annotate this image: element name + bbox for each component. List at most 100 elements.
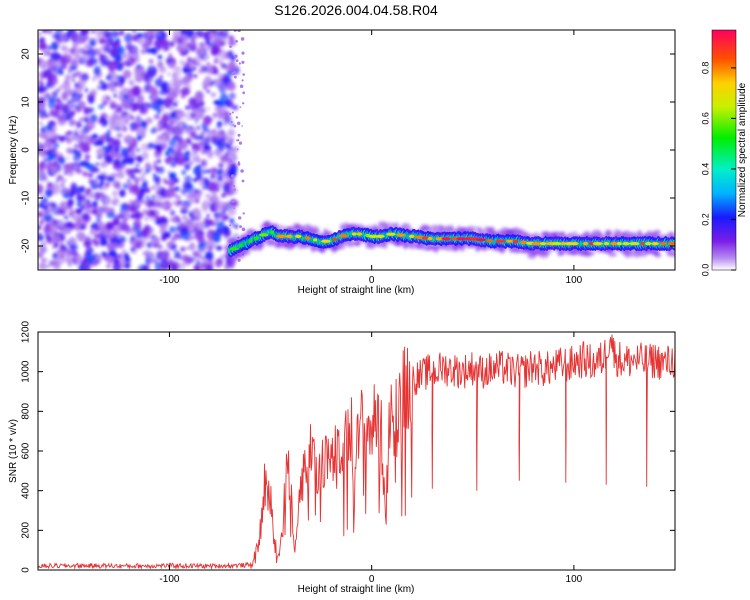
noise-speck (238, 141, 243, 145)
noise-speck (233, 207, 236, 209)
noise-blob (96, 148, 105, 156)
noise-blob (194, 55, 202, 65)
noise-blob (133, 213, 141, 219)
noise-blob (229, 218, 235, 224)
noise-blob (118, 189, 126, 198)
noise-blob (43, 30, 48, 33)
noise-blob (130, 235, 135, 242)
noise-blob (203, 144, 210, 152)
noise-blob (189, 73, 193, 78)
noise-blob (92, 167, 100, 173)
spectrogram-y-ticks: -20 -10 0 10 20 (21, 48, 675, 253)
y-tick-label: 600 (21, 442, 32, 459)
noise-blob (150, 259, 155, 263)
noise-blob (186, 247, 189, 250)
ridge-halo-blob (544, 250, 549, 258)
noise-blob (196, 125, 201, 131)
noise-blob (59, 136, 65, 143)
noise-blob (231, 104, 239, 111)
noise-blob (135, 117, 140, 122)
x-tick-label: 0 (369, 275, 375, 286)
noise-blob (38, 225, 42, 231)
noise-blob (163, 180, 168, 184)
noise-blob (99, 180, 104, 186)
noise-blob (75, 35, 84, 45)
noise-blob (149, 47, 157, 54)
noise-blob (80, 30, 90, 36)
noise-speck (242, 73, 245, 76)
noise-blob (159, 168, 164, 171)
noise-speck (238, 62, 241, 65)
noise-speck (237, 133, 241, 137)
noise-speck (241, 179, 245, 183)
noise-blob (110, 75, 120, 83)
noise-blob (76, 145, 80, 149)
noise-blob (107, 61, 117, 72)
noise-blob (42, 50, 51, 56)
ridge-peak (629, 242, 640, 246)
noise-blob (213, 139, 218, 143)
noise-speck (230, 142, 233, 145)
noise-blob (227, 81, 236, 91)
noise-blob (166, 81, 176, 90)
noise-blob (155, 190, 160, 196)
noise-blob (65, 136, 72, 144)
colorbar-tick-label: 0.0 (700, 264, 710, 277)
noise-blob (158, 222, 164, 227)
noise-blob (115, 31, 120, 36)
noise-blob (105, 56, 110, 61)
noise-blob (187, 42, 192, 47)
noise-blob (203, 183, 210, 190)
noise-blob (172, 102, 178, 107)
noise-blob (82, 171, 88, 177)
noise-blob (227, 128, 236, 137)
noise-blob (118, 115, 124, 121)
noise-blob (63, 228, 72, 235)
noise-blob (182, 181, 192, 190)
noise-blob (44, 218, 49, 223)
noise-blob (191, 126, 195, 130)
noise-blob (106, 143, 113, 153)
noise-speck (235, 116, 238, 119)
snr-x-ticks: -100 0 100 (159, 332, 583, 585)
noise-blob (221, 226, 230, 233)
noise-blob (90, 30, 96, 34)
noise-blob (159, 38, 165, 45)
noise-blob (177, 200, 182, 205)
noise-blob (167, 130, 173, 136)
noise-blob (145, 168, 151, 174)
noise-blob (205, 264, 214, 270)
noise-blob (104, 39, 110, 45)
noise-blob (112, 110, 119, 119)
ridge-peak (414, 235, 425, 239)
ridge-peak (339, 234, 349, 238)
noise-blob (122, 69, 132, 79)
noise-blob (172, 77, 178, 83)
noise-blob (38, 95, 42, 100)
noise-blob (203, 136, 211, 145)
ridge-halo-blob (378, 221, 383, 229)
noise-blob (197, 221, 206, 231)
noise-blob (156, 98, 161, 102)
noise-blob (69, 110, 76, 116)
noise-blob (136, 135, 142, 141)
ridge-peak (603, 242, 610, 246)
noise-blob (46, 265, 50, 269)
noise-speck (240, 37, 245, 41)
noise-blob (147, 142, 156, 149)
y-tick-label: 0 (21, 567, 32, 573)
noise-blob (102, 101, 108, 106)
noise-blob (175, 195, 181, 200)
noise-blob (176, 157, 186, 166)
noise-blob (192, 178, 198, 183)
noise-blob (158, 127, 162, 132)
noise-blob (80, 206, 86, 211)
noise-blob (53, 262, 61, 270)
noise-blob (214, 78, 222, 87)
noise-blob (80, 224, 86, 231)
noise-blob (94, 233, 101, 239)
noise-blob (41, 151, 47, 158)
noise-blob (38, 211, 43, 218)
